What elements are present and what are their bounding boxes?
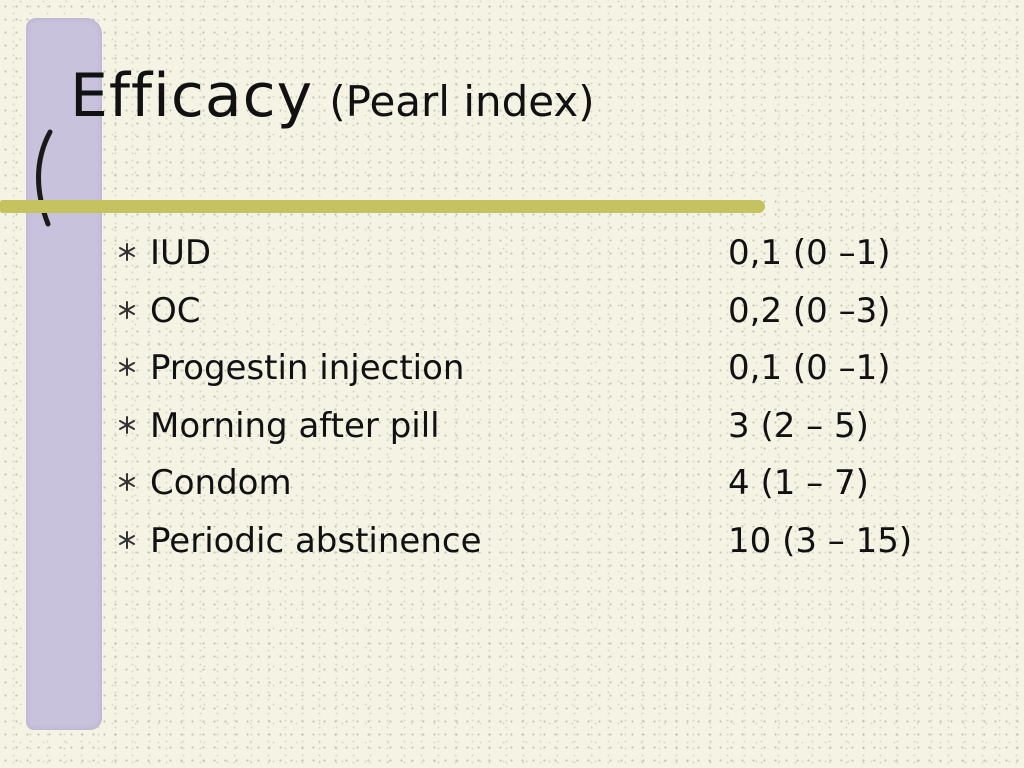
title-main-text: Efficacy <box>70 61 314 131</box>
item-value: 10 (3 – 15) <box>728 520 913 561</box>
efficacy-list: IUD 0,1 (0 –1) OC 0,2 (0 –3) Progestin i… <box>118 228 978 573</box>
asterisk-bullet-icon <box>119 358 135 376</box>
sidebar-decoration-bar <box>26 18 102 730</box>
item-label: Condom <box>150 463 292 503</box>
item-value: 3 (2 – 5) <box>728 405 869 446</box>
asterisk-bullet-icon <box>119 300 135 319</box>
list-item: Condom 4 (1 – 7) <box>118 458 978 516</box>
list-item: Progestin injection 0,1 (0 –1) <box>118 343 978 401</box>
item-label: Periodic abstinence <box>150 520 482 561</box>
list-item: Morning after pill 3 (2 – 5) <box>118 401 978 459</box>
item-label: Morning after pill <box>150 405 440 446</box>
list-item: IUD 0,1 (0 –1) <box>118 228 978 286</box>
item-label: Progestin injection <box>150 348 465 388</box>
item-value: 0,1 (0 –1) <box>728 233 891 273</box>
asterisk-bullet-icon <box>119 415 135 434</box>
title-subtitle-text: (Pearl index) <box>329 77 595 126</box>
item-value: 4 (1 – 7) <box>728 463 869 503</box>
item-label: IUD <box>150 233 212 273</box>
item-value: 0,2 (0 –3) <box>728 290 891 331</box>
slide-title: Efficacy (Pearl index) <box>70 66 595 126</box>
asterisk-bullet-icon <box>119 243 135 261</box>
list-item: OC 0,2 (0 –3) <box>118 286 978 344</box>
item-label: OC <box>150 290 201 331</box>
bracket-decoration-icon <box>36 129 53 227</box>
asterisk-bullet-icon <box>119 530 135 549</box>
list-item: Periodic abstinence 10 (3 – 15) <box>118 516 978 574</box>
asterisk-bullet-icon <box>119 473 135 491</box>
item-value: 0,1 (0 –1) <box>728 348 891 388</box>
title-underline-bar <box>0 200 765 213</box>
